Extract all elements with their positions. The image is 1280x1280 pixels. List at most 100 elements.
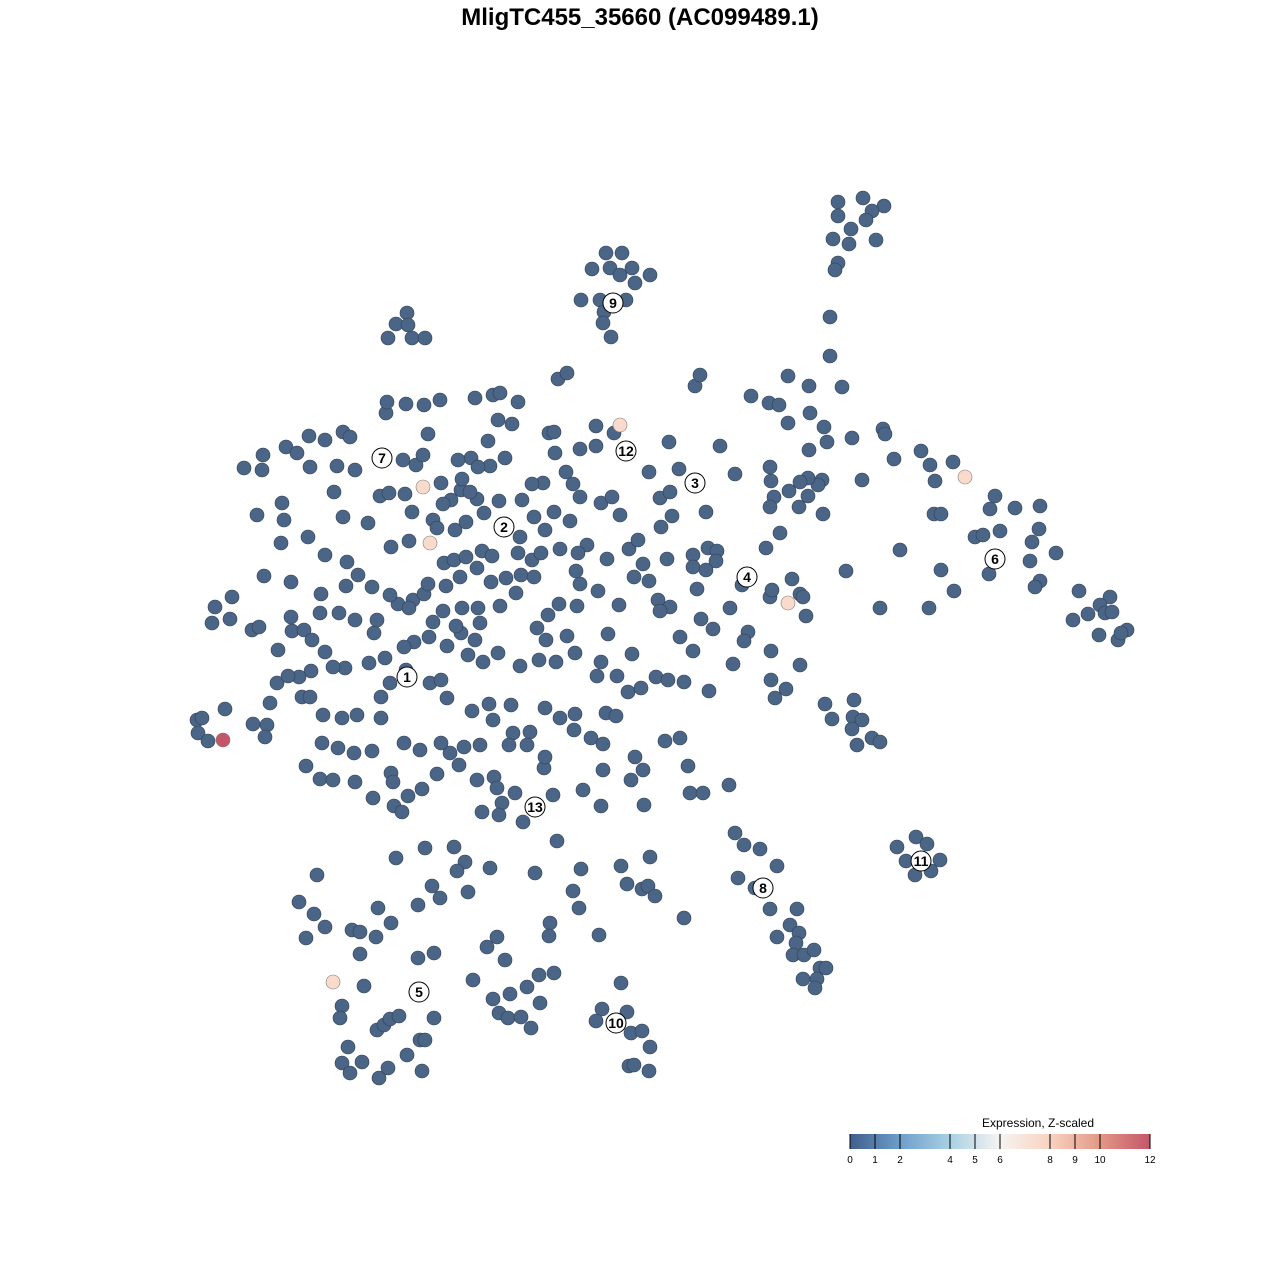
cluster-label-text: 5	[415, 984, 423, 1000]
cell-point	[573, 861, 589, 877]
cluster-label-text: 9	[609, 295, 617, 311]
cell-point	[420, 576, 436, 592]
cell-point	[780, 368, 796, 384]
cell-point	[846, 692, 862, 708]
cell-point-expressed	[215, 732, 231, 748]
cell-point	[442, 745, 458, 761]
cell-point	[280, 668, 296, 684]
cell-point	[503, 697, 519, 713]
cell-point	[792, 657, 808, 673]
cell-point	[566, 722, 582, 738]
cell-point	[727, 466, 743, 482]
cell-point	[1091, 627, 1107, 643]
cell-point	[567, 706, 583, 722]
cell-point	[854, 712, 870, 728]
cell-point	[594, 1001, 610, 1017]
cell-point	[892, 542, 908, 558]
cell-point	[420, 426, 436, 442]
cell-point	[410, 897, 426, 913]
cell-point	[352, 946, 368, 962]
cell-point	[872, 600, 888, 616]
cell-point	[780, 415, 796, 431]
cell-point	[519, 979, 535, 995]
cell-point	[795, 589, 811, 605]
cell-point	[593, 798, 609, 814]
cell-point	[771, 397, 787, 413]
cell-point	[329, 458, 345, 474]
cell-point	[482, 860, 498, 876]
cell-point	[325, 659, 341, 675]
cell-point	[661, 434, 677, 450]
cell-point	[432, 392, 448, 408]
cell-point	[692, 367, 708, 383]
cell-point	[1031, 521, 1047, 537]
cell-point	[334, 710, 350, 726]
cell-point	[762, 901, 778, 917]
cell-point	[682, 785, 698, 801]
cell-point	[1032, 498, 1048, 514]
cell-point	[334, 1055, 350, 1071]
cell-point	[508, 585, 524, 601]
cell-point	[335, 509, 351, 525]
cell-point	[641, 464, 657, 480]
cell-point	[546, 965, 562, 981]
cell-point	[497, 450, 513, 466]
cell-point	[514, 492, 530, 508]
cluster-label-9: 9	[602, 292, 624, 314]
cell-point	[764, 582, 780, 598]
cell-point	[752, 841, 768, 857]
cell-point	[425, 614, 441, 630]
cluster-label-12: 12	[615, 440, 637, 462]
cell-point	[446, 552, 462, 568]
cell-point	[945, 454, 961, 470]
cell-point	[608, 708, 624, 724]
cell-point	[325, 772, 341, 788]
cell-point	[236, 460, 252, 476]
cell-point	[417, 1032, 433, 1048]
cluster-label-badge	[602, 292, 624, 314]
cell-point	[627, 749, 643, 765]
cell-point-expressed	[957, 469, 973, 485]
cell-point	[207, 599, 223, 615]
cell-point	[296, 622, 312, 638]
cell-point	[381, 485, 397, 501]
cell-point	[491, 493, 507, 509]
cell-point	[642, 849, 658, 865]
cell-point	[825, 231, 841, 247]
cell-point	[538, 632, 554, 648]
cell-point	[456, 739, 472, 755]
cell-point	[404, 330, 420, 346]
cell-point	[303, 663, 319, 679]
cell-point	[708, 553, 724, 569]
cell-point	[347, 462, 363, 478]
cluster-label-badge	[752, 877, 774, 899]
cell-point	[598, 245, 614, 261]
cell-point	[736, 837, 752, 853]
cluster-label-text: 13	[527, 799, 543, 815]
cell-point	[567, 645, 583, 661]
cell-point	[291, 894, 307, 910]
cell-point	[698, 504, 714, 520]
cell-point	[470, 459, 486, 475]
cell-point	[494, 795, 510, 811]
cell-point	[460, 884, 476, 900]
cell-point	[657, 733, 673, 749]
cell-point	[801, 378, 817, 394]
cell-point	[545, 787, 561, 803]
cell-point-expressed	[415, 479, 431, 495]
cell-point	[868, 232, 884, 248]
cell-point	[571, 900, 587, 916]
cell-point	[472, 615, 488, 631]
cell-point	[439, 690, 455, 706]
cell-point	[626, 1057, 642, 1073]
cell-point	[326, 484, 342, 500]
cell-point	[817, 696, 833, 712]
cell-point	[547, 445, 563, 461]
cell-point	[342, 1065, 358, 1081]
cell-point	[533, 545, 549, 561]
cell-point	[763, 672, 779, 688]
cell-point	[467, 632, 483, 648]
cell-point	[635, 762, 651, 778]
cell-point	[298, 758, 314, 774]
cell-point	[680, 758, 696, 774]
